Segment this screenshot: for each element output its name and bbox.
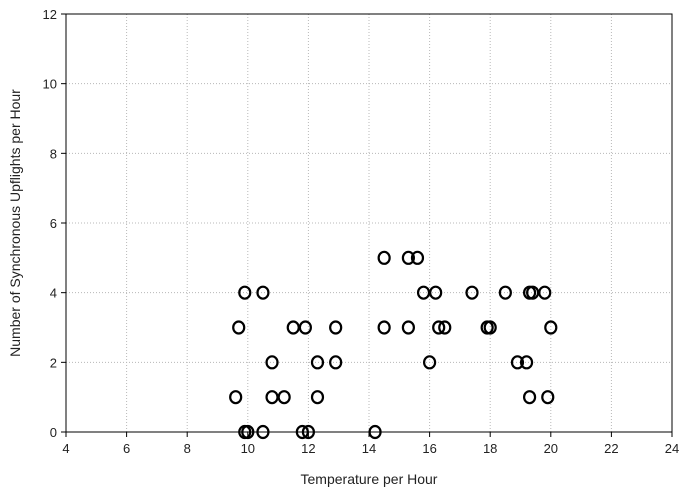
data-points	[229, 250, 558, 440]
y-tick-label: 4	[50, 286, 57, 301]
scatter-point	[401, 250, 415, 265]
scatter-point	[256, 424, 270, 440]
scatter-point	[438, 320, 452, 335]
y-tick-label: 8	[50, 146, 57, 161]
x-tick-label: 24	[665, 441, 679, 456]
scatter-point	[277, 390, 291, 405]
scatter-point	[429, 285, 443, 300]
y-tick-label: 0	[50, 425, 57, 440]
y-tick-label: 6	[50, 216, 57, 231]
scatter-point	[256, 285, 270, 300]
x-axis-title: Temperature per Hour	[301, 471, 438, 487]
scatter-point	[301, 424, 315, 440]
scatter-point	[238, 285, 252, 300]
scatter-point	[329, 320, 343, 335]
x-tick-label: 22	[604, 441, 618, 456]
scatter-point	[368, 424, 382, 440]
scatter-point	[265, 355, 279, 370]
scatter-point	[329, 355, 343, 370]
scatter-point	[310, 355, 325, 370]
x-tick-label: 18	[483, 441, 497, 456]
x-tick-label: 6	[123, 441, 130, 456]
scatter-point	[510, 355, 525, 370]
scatter-point	[377, 320, 391, 335]
x-tick-label: 16	[422, 441, 436, 456]
scatter-point	[310, 390, 325, 405]
axis-ticks	[61, 13, 673, 437]
scatter-point	[465, 285, 479, 300]
scatter-point	[416, 285, 431, 300]
scatter-point	[432, 320, 446, 335]
scatter-point	[544, 320, 558, 335]
scatter-point	[377, 250, 391, 265]
scatter-point	[410, 250, 425, 265]
y-tick-label: 12	[43, 7, 57, 22]
x-tick-label: 20	[544, 441, 558, 456]
scatter-point	[232, 320, 246, 335]
scatter-point	[522, 390, 537, 405]
scatter-point	[298, 320, 312, 335]
x-tick-label: 12	[301, 441, 315, 456]
scatter-point	[265, 390, 279, 405]
y-axis-title: Number of Synchronous Upflights per Hour	[7, 89, 23, 357]
y-tick-label: 2	[50, 355, 57, 370]
x-tick-label: 14	[362, 441, 376, 456]
x-tick-label: 4	[62, 441, 69, 456]
scatter-point	[483, 320, 497, 335]
scatter-point	[498, 285, 512, 300]
scatter-point	[286, 320, 300, 335]
scatter-point	[526, 285, 540, 300]
scatter-point	[241, 424, 255, 440]
x-tick-label: 10	[241, 441, 255, 456]
scatter-point	[423, 355, 437, 370]
scatter-point	[541, 390, 555, 405]
scatter-point	[401, 320, 415, 335]
scatter-point	[538, 285, 552, 300]
scatter-point	[229, 390, 243, 405]
x-tick-label: 8	[184, 441, 191, 456]
scatter-point	[295, 424, 309, 440]
grid-lines	[66, 14, 672, 432]
y-tick-label: 10	[43, 77, 57, 92]
scatter-point	[519, 355, 534, 370]
